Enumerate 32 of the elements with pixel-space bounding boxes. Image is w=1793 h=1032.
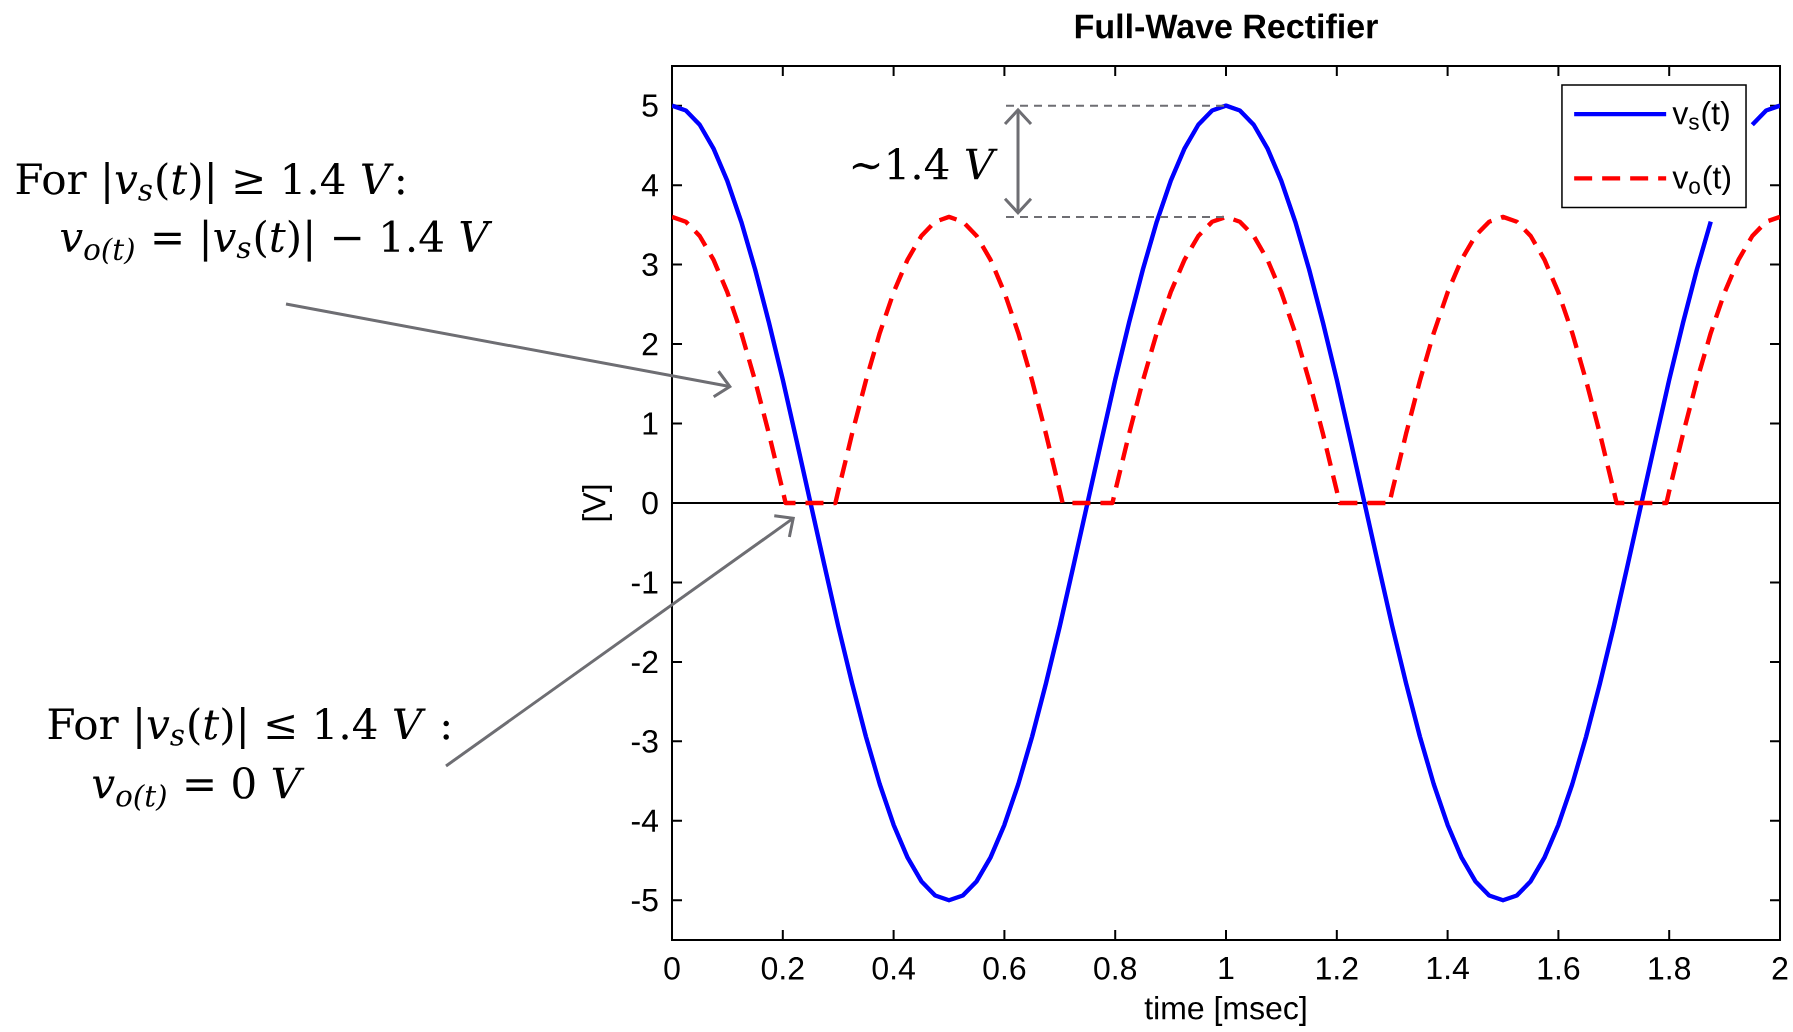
text: v$_{o(t)}$ = |v$_{s}$(t)| − 1.4 V bbox=[60, 219, 493, 265]
x-tick-label: 1.8 bbox=[1649, 957, 1691, 980]
y-axis-title: [V] bbox=[582, 485, 612, 521]
text: For |v$_{s}$(t)| ≥ 1.4 V: bbox=[16, 161, 404, 204]
annotation: ∼1.4 V bbox=[852, 148, 998, 180]
text: For |v$_{s}$(t)| ≤ 1.4 V : bbox=[48, 706, 449, 749]
x-tick-label: 2 bbox=[1772, 957, 1788, 980]
chart-title: Full-Wave Rectifier bbox=[1075, 13, 1378, 39]
y-tick-label: -3 bbox=[631, 730, 658, 753]
text: v$_{o(t)}$ = 0 V bbox=[92, 767, 305, 811]
legend-label: v$_{s}$(t) bbox=[1672, 101, 1729, 131]
x-tick-label: 1.2 bbox=[1317, 957, 1358, 980]
x-tick-label: 1.4 bbox=[1427, 957, 1469, 980]
x-tick-label: 1 bbox=[1219, 957, 1234, 980]
y-tick-label: 3 bbox=[642, 253, 658, 276]
y-tick-label: 5 bbox=[642, 94, 658, 117]
x-tick-label: 0.2 bbox=[761, 957, 804, 980]
y-tick-label: 4 bbox=[641, 174, 658, 197]
x-tick-label: 0.8 bbox=[1094, 957, 1137, 980]
x-tick-label: 0 bbox=[664, 957, 680, 980]
y-tick-label: -5 bbox=[631, 889, 658, 912]
x-axis-title: time [msec] bbox=[1144, 996, 1306, 1026]
y-tick-label: -1 bbox=[631, 571, 658, 594]
x-tick-label: 1.6 bbox=[1538, 957, 1580, 980]
x-tick-label: 0.4 bbox=[872, 957, 915, 980]
y-tick-label: -4 bbox=[631, 809, 658, 832]
legend-label: v$_{o}$(t) bbox=[1672, 165, 1731, 196]
y-tick-label: 2 bbox=[642, 332, 658, 356]
y-tick-label: -2 bbox=[631, 650, 658, 674]
x-tick-label: 0.6 bbox=[983, 957, 1026, 980]
y-tick-label: 0 bbox=[642, 491, 658, 515]
y-tick-label: 1 bbox=[643, 412, 658, 435]
